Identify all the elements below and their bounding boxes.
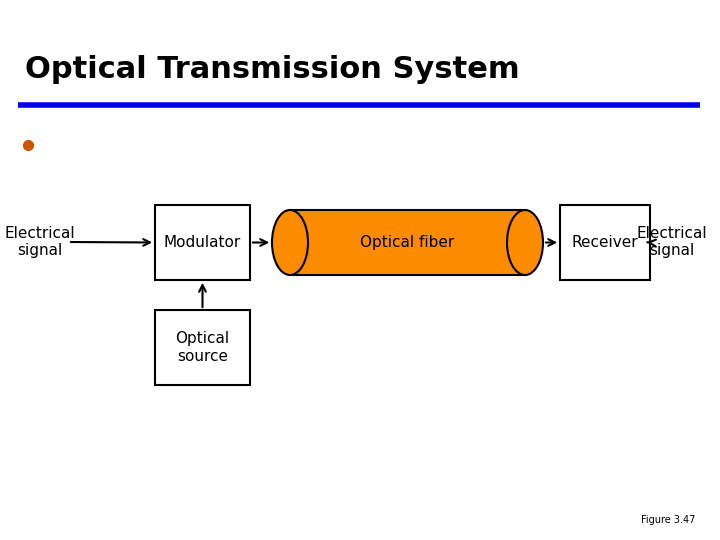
- Text: Electrical
signal: Electrical signal: [636, 226, 707, 258]
- FancyBboxPatch shape: [155, 205, 250, 280]
- Text: Receiver: Receiver: [572, 235, 639, 250]
- FancyBboxPatch shape: [155, 310, 250, 385]
- Text: Modulator: Modulator: [164, 235, 241, 250]
- Text: Figure 3.47: Figure 3.47: [641, 515, 695, 525]
- Ellipse shape: [507, 210, 543, 275]
- FancyBboxPatch shape: [290, 210, 525, 275]
- Text: Optical fiber: Optical fiber: [361, 235, 454, 250]
- Text: Optical Transmission System: Optical Transmission System: [25, 55, 520, 84]
- Ellipse shape: [272, 210, 308, 275]
- Text: Electrical
signal: Electrical signal: [5, 226, 76, 258]
- FancyBboxPatch shape: [560, 205, 650, 280]
- Text: Optical
source: Optical source: [176, 332, 230, 364]
